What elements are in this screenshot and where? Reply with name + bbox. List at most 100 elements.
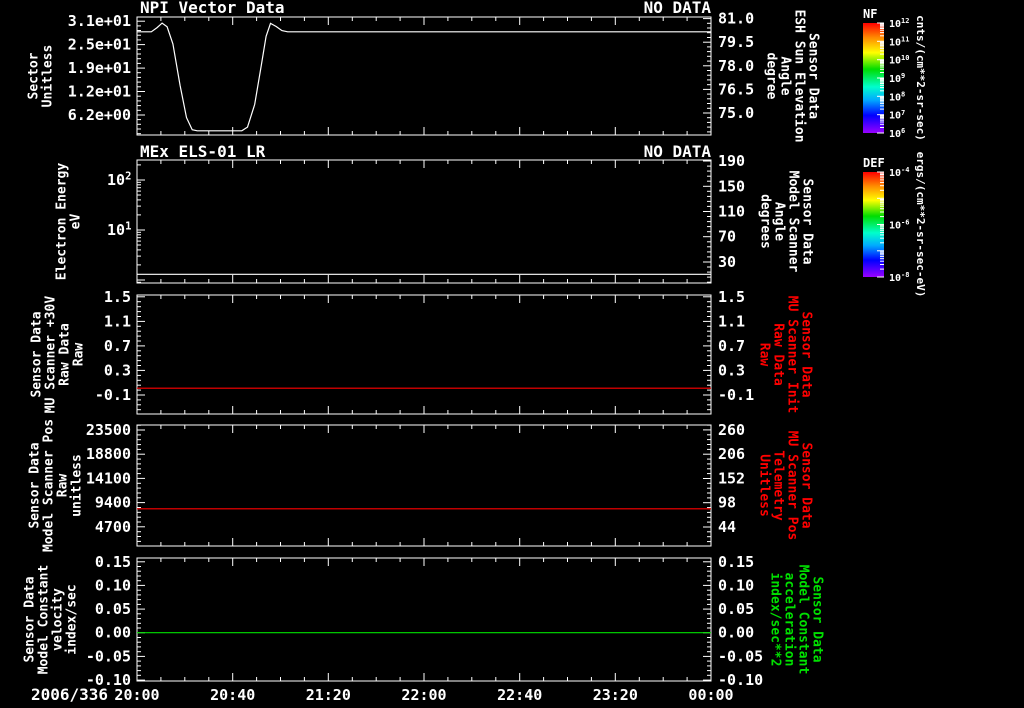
svg-text:Sensor DataModel Constantveloc: Sensor DataModel Constantvelocityindex/s… (23, 565, 80, 675)
svg-text:1.1: 1.1 (718, 312, 745, 330)
svg-text:-0.05: -0.05 (718, 647, 763, 665)
svg-text:-0.1: -0.1 (718, 386, 754, 404)
svg-text:78.0: 78.0 (718, 57, 754, 75)
svg-text:0.05: 0.05 (95, 600, 131, 618)
time-tick-label: 00:00 (688, 686, 733, 704)
npi-vector-ticks (136, 17, 712, 135)
svg-text:Sensor DataESH Sun ElevationAn: Sensor DataESH Sun ElevationAngledegree (764, 9, 821, 142)
svg-text:190: 190 (718, 152, 745, 170)
svg-text:79.5: 79.5 (718, 33, 754, 51)
panel-npi-vector: 3.1e+01 2.5e+01 1.9e+01 1.2e+01 6.2e+00 81.0 7… (27, 0, 821, 143)
svg-text:Sensor DataMU Scanner PosTelem: Sensor DataMU Scanner PosTelemetryUnitle… (756, 431, 813, 541)
svg-text:1.5: 1.5 (104, 288, 131, 306)
svg-text:0.00: 0.00 (718, 624, 754, 642)
panel-model-constant: 0.150.100.050.00-0.05-0.100.150.100.050.… (23, 553, 825, 689)
npi-vector-right-tick-labels: 81.0 79.5 78.0 76.5 75.0 (718, 10, 754, 122)
svg-text:-0.10: -0.10 (718, 671, 763, 689)
svg-text:1.2e+01: 1.2e+01 (68, 83, 131, 101)
svg-text:3.1e+01: 3.1e+01 (68, 12, 131, 30)
svg-text:0.05: 0.05 (718, 600, 754, 618)
svg-text:150: 150 (718, 177, 745, 195)
model-constant-ticks (136, 558, 712, 681)
svg-text:6.2e+00: 6.2e+00 (68, 106, 131, 124)
svg-text:98: 98 (718, 494, 736, 512)
svg-text:18800: 18800 (86, 445, 131, 463)
svg-text:0.10: 0.10 (95, 576, 131, 594)
svg-text:2.5e+01: 2.5e+01 (68, 36, 131, 54)
time-tick-label: 22:00 (401, 686, 446, 704)
svg-text:-0.1: -0.1 (95, 386, 131, 404)
time-tick-label: 20:40 (210, 686, 255, 704)
model-scanner-pos-ticks (136, 424, 712, 546)
svg-text:0.7: 0.7 (718, 337, 745, 355)
svg-text:Sensor DataMU Scanner InitRaw: Sensor DataMU Scanner InitRaw DataRaw (756, 296, 813, 413)
svg-text:Sensor DataModel Scanner PosRa: Sensor DataModel Scanner PosRawunitless (28, 419, 85, 552)
nf-label: NF (863, 7, 877, 21)
mex-els-right-tick-labels: 190 150 110 70 30 (718, 152, 745, 271)
svg-text:0.15: 0.15 (718, 553, 754, 571)
panel-model-scanner-pos: 23500 18800 14100 9400 4700 260 206 152 98 44 Sens… (28, 419, 814, 552)
no-data-label-npi-vector: NO DATA (644, 0, 712, 17)
svg-text:ergs/(cm**2-sr-sec-eV): ergs/(cm**2-sr-sec-eV) (914, 152, 927, 298)
svg-text:75.0: 75.0 (718, 104, 754, 122)
svg-text:206: 206 (718, 445, 745, 463)
svg-text:Sensor DataModel ScannerAngled: Sensor DataModel ScannerAngledegrees (757, 171, 814, 273)
mex-els-left-axis-label: Electron EnergyeV (55, 163, 84, 281)
model-constant-left-tick-labels: 0.15 0.10 0.05 0.00 -0.05 -0.10 (86, 553, 131, 689)
svg-text:1.9e+01: 1.9e+01 (68, 59, 131, 77)
date-label: 2006/336 (31, 685, 108, 704)
svg-text:152: 152 (718, 470, 745, 488)
svg-text:0.15: 0.15 (95, 553, 131, 571)
def-units-label: ergs/(cm**2-sr-sec-eV) (914, 152, 927, 298)
svg-text:SectorUnitless: SectorUnitless (27, 45, 56, 108)
model-constant-left-axis-label: Sensor DataModel Constantvelocityindex/s… (23, 565, 80, 675)
npi-vector-right-axis-label: Sensor DataESH Sun ElevationAngledegree (764, 9, 821, 142)
svg-text:Sensor DataMU Scanner +30VRaw: Sensor DataMU Scanner +30VRaw DataRaw (30, 296, 87, 414)
model-scanner-pos-left-tick-labels: 23500 18800 14100 9400 4700 (86, 421, 131, 536)
svg-text:0.3: 0.3 (718, 361, 745, 379)
svg-text:cnts/(cm**2-sr-sec): cnts/(cm**2-sr-sec) (914, 15, 927, 141)
series-sector-trace (137, 22, 711, 132)
model-scanner-pos-right-axis-label: Sensor DataMU Scanner PosTelemetryUnitle… (756, 431, 813, 541)
nf-gradient (863, 23, 884, 133)
mu-scanner-raw-right-tick-labels: 1.5 1.1 0.7 0.3 -0.1 (718, 288, 754, 404)
time-tick-label: 23:20 (593, 686, 638, 704)
svg-text:81.0: 81.0 (718, 10, 754, 28)
svg-text:110: 110 (718, 203, 745, 221)
svg-text:30: 30 (718, 253, 736, 271)
mex-els-right-axis-label: Sensor DataModel ScannerAngledegrees (757, 171, 814, 273)
svg-text:4700: 4700 (95, 518, 131, 536)
svg-text:0.10: 0.10 (718, 576, 754, 594)
svg-text:Electron EnergyeV: Electron EnergyeV (55, 163, 84, 281)
nf-units-label: cnts/(cm**2-sr-sec) (914, 15, 927, 141)
svg-text:70: 70 (718, 228, 736, 246)
svg-text:1.1: 1.1 (104, 312, 131, 330)
time-axis: 2006/336 20:00 20:40 21:20 22:00 22:40 23:20 00… (31, 685, 734, 704)
def-label: DEF (863, 156, 885, 170)
svg-text:23500: 23500 (86, 421, 131, 439)
svg-text:14100: 14100 (86, 469, 131, 487)
svg-text:0.00: 0.00 (95, 624, 131, 642)
npi-vector-left-tick-labels: 3.1e+01 2.5e+01 1.9e+01 1.2e+01 6.2e+00 (68, 12, 131, 124)
mu-scanner-raw-ticks (136, 295, 712, 414)
svg-text:44: 44 (718, 518, 736, 536)
model-constant-right-axis-label: Sensor DataModel Constantaccelerationind… (768, 565, 825, 675)
svg-text:260: 260 (718, 421, 745, 439)
svg-text:-0.10: -0.10 (86, 671, 131, 689)
svg-text:-0.05: -0.05 (86, 647, 131, 665)
svg-text:76.5: 76.5 (718, 80, 754, 98)
model-scanner-pos-left-axis-label: Sensor DataModel Scanner PosRawunitless (28, 419, 85, 552)
svg-text:0.3: 0.3 (104, 361, 131, 379)
mu-scanner-raw-left-axis-label: Sensor DataMU Scanner +30VRaw DataRaw (30, 296, 87, 414)
time-tick-label: 21:20 (306, 686, 351, 704)
time-tick-label: 22:40 (497, 686, 542, 704)
mex-els-ticks (136, 160, 712, 283)
model-scanner-pos-right-tick-labels: 260 206 152 98 44 (718, 421, 745, 536)
mu-scanner-raw-right-axis-label: Sensor DataMU Scanner InitRaw DataRaw (756, 296, 813, 413)
